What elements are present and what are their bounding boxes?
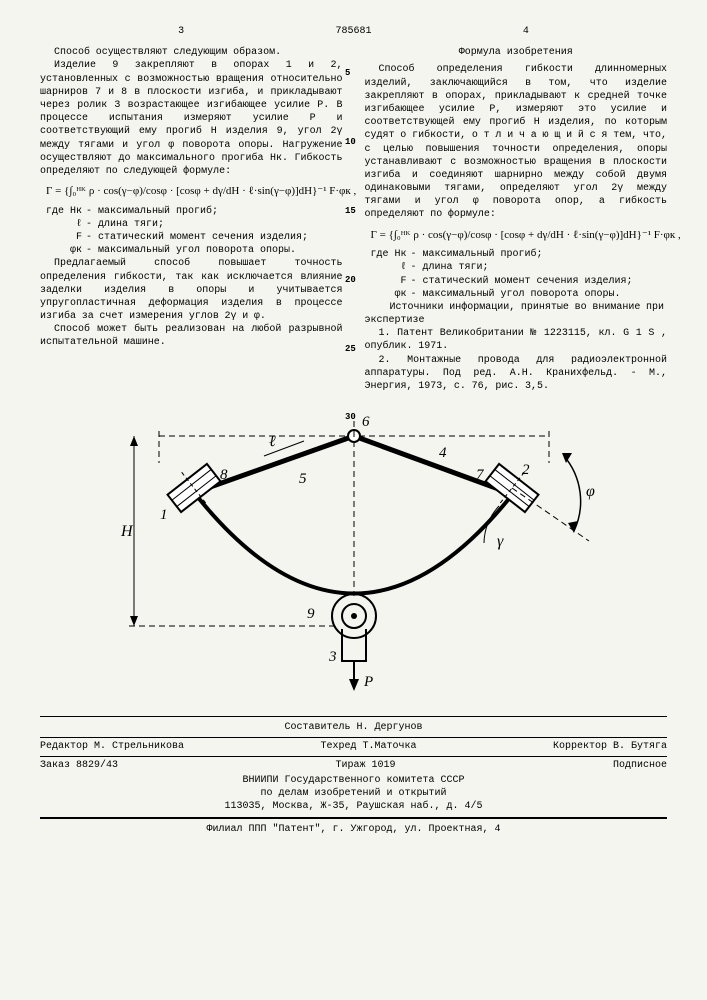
compiler-line: Составитель Н. Дергунов [40, 717, 667, 737]
claims-heading: Формула изобретения [365, 46, 668, 59]
label-l: ℓ [269, 433, 276, 450]
document-number: 785681 [335, 25, 371, 38]
body-paragraph: Способ может быть реализован на любой ра… [40, 323, 343, 349]
where-symbol: φк [40, 244, 86, 257]
org-line-1: ВНИИПИ Государственного комитета СССР [40, 774, 667, 787]
where-list: где Hк - максимальный прогиб; ℓ - длина … [365, 248, 668, 301]
podpisnoe: Подписное [613, 759, 667, 772]
page-number-left: 3 [40, 25, 322, 38]
source-item: 2. Монтажные провода для радиоэлектронно… [365, 354, 668, 394]
where-definition: - максимальный прогиб; [411, 248, 668, 261]
line-marker: 5 [345, 68, 356, 80]
where-definition: - статический момент сечения изделия; [86, 231, 343, 244]
body-paragraph: Изделие 9 закрепляют в опорах 1 и 2, уст… [40, 59, 343, 178]
imprint-footer: Составитель Н. Дергунов Редактор М. Стре… [40, 716, 667, 818]
where-definition: - максимальный угол поворота опоры. [86, 244, 343, 257]
label-H: H [120, 523, 134, 540]
tehred: Техред Т.Маточка [320, 740, 416, 753]
label-P: P [363, 674, 373, 690]
where-row: F - статический момент сечения изделия; [40, 231, 343, 244]
left-column: Способ осуществляют следующим образом. И… [40, 46, 343, 393]
order-number: Заказ 8829/43 [40, 759, 118, 772]
label-2: 2 [522, 462, 530, 478]
where-row: ℓ - длина тяги; [365, 261, 668, 274]
body-paragraph: Предлагаемый способ повышает точность оп… [40, 257, 343, 323]
label-5: 5 [299, 471, 307, 487]
corrector: Корректор В. Бутяга [553, 740, 667, 753]
where-symbol: где Hк [40, 205, 86, 218]
label-phi: φ [586, 483, 595, 500]
where-row: φк - максимальный угол поворота опоры. [40, 244, 343, 257]
where-definition: - статический момент сечения изделия; [411, 275, 668, 288]
formula: Γ = {∫₀ᴴᴷ ρ · cos(γ−φ)/cosφ · [cosφ + dγ… [46, 184, 343, 199]
where-row: ℓ - длина тяги; [40, 218, 343, 231]
address: 113035, Москва, Ж-35, Раушская наб., д. … [40, 800, 667, 813]
where-symbol: F [40, 231, 86, 244]
org-line-2: по делам изобретений и открытий [40, 787, 667, 800]
label-7: 7 [476, 467, 485, 483]
right-column: Формула изобретения Способ определения г… [365, 46, 668, 393]
body-paragraph: Способ осуществляют следующим образом. [40, 46, 343, 59]
where-row: φк - максимальный угол поворота опоры. [365, 288, 668, 301]
where-definition: - длина тяги; [86, 218, 343, 231]
line-marker: 20 [345, 275, 356, 287]
label-4: 4 [439, 445, 447, 461]
label-1: 1 [160, 507, 168, 523]
where-symbol: где Hк [365, 248, 411, 261]
label-6: 6 [362, 414, 370, 430]
line-marker: 25 [345, 344, 356, 356]
line-marker: 15 [345, 206, 356, 218]
where-row: F - статический момент сечения изделия; [365, 275, 668, 288]
editor: Редактор М. Стрельникова [40, 740, 184, 753]
line-marker: 10 [345, 137, 356, 149]
where-row: где Hк - максимальный прогиб; [40, 205, 343, 218]
label-8: 8 [220, 467, 228, 483]
tirazh: Тираж 1019 [335, 759, 395, 772]
branch-line: Филиал ППП "Патент", г. Ужгород, ул. Про… [40, 818, 667, 840]
where-row: где Hк - максимальный прогиб; [365, 248, 668, 261]
claim-paragraph: Способ определения гибкости длинномерных… [365, 63, 668, 221]
source-item: 1. Патент Великобритании № 1223115, кл. … [365, 327, 668, 353]
where-symbol: φк [365, 288, 411, 301]
where-symbol: ℓ [40, 218, 86, 231]
where-definition: - максимальный угол поворота опоры. [411, 288, 668, 301]
formula: Γ = {∫₀ᴴᴷ ρ · cos(γ−φ)/cosφ · [cosφ + dγ… [371, 228, 668, 243]
figure-svg: H ℓ 6 5 4 8 1 7 2 φ γ 9 3 P [44, 401, 664, 701]
where-definition: - максимальный прогиб; [86, 205, 343, 218]
label-3: 3 [328, 649, 337, 665]
sources-heading: Источники информации, принятые во вниман… [365, 301, 668, 327]
where-definition: - длина тяги; [411, 261, 668, 274]
where-symbol: ℓ [365, 261, 411, 274]
label-gamma: γ [497, 533, 504, 550]
label-9: 9 [307, 606, 315, 622]
where-list: где Hк - максимальный прогиб; ℓ - длина … [40, 205, 343, 258]
figure: H ℓ 6 5 4 8 1 7 2 φ γ 9 3 P [40, 401, 667, 716]
where-symbol: F [365, 275, 411, 288]
page-number-right: 4 [385, 25, 667, 38]
